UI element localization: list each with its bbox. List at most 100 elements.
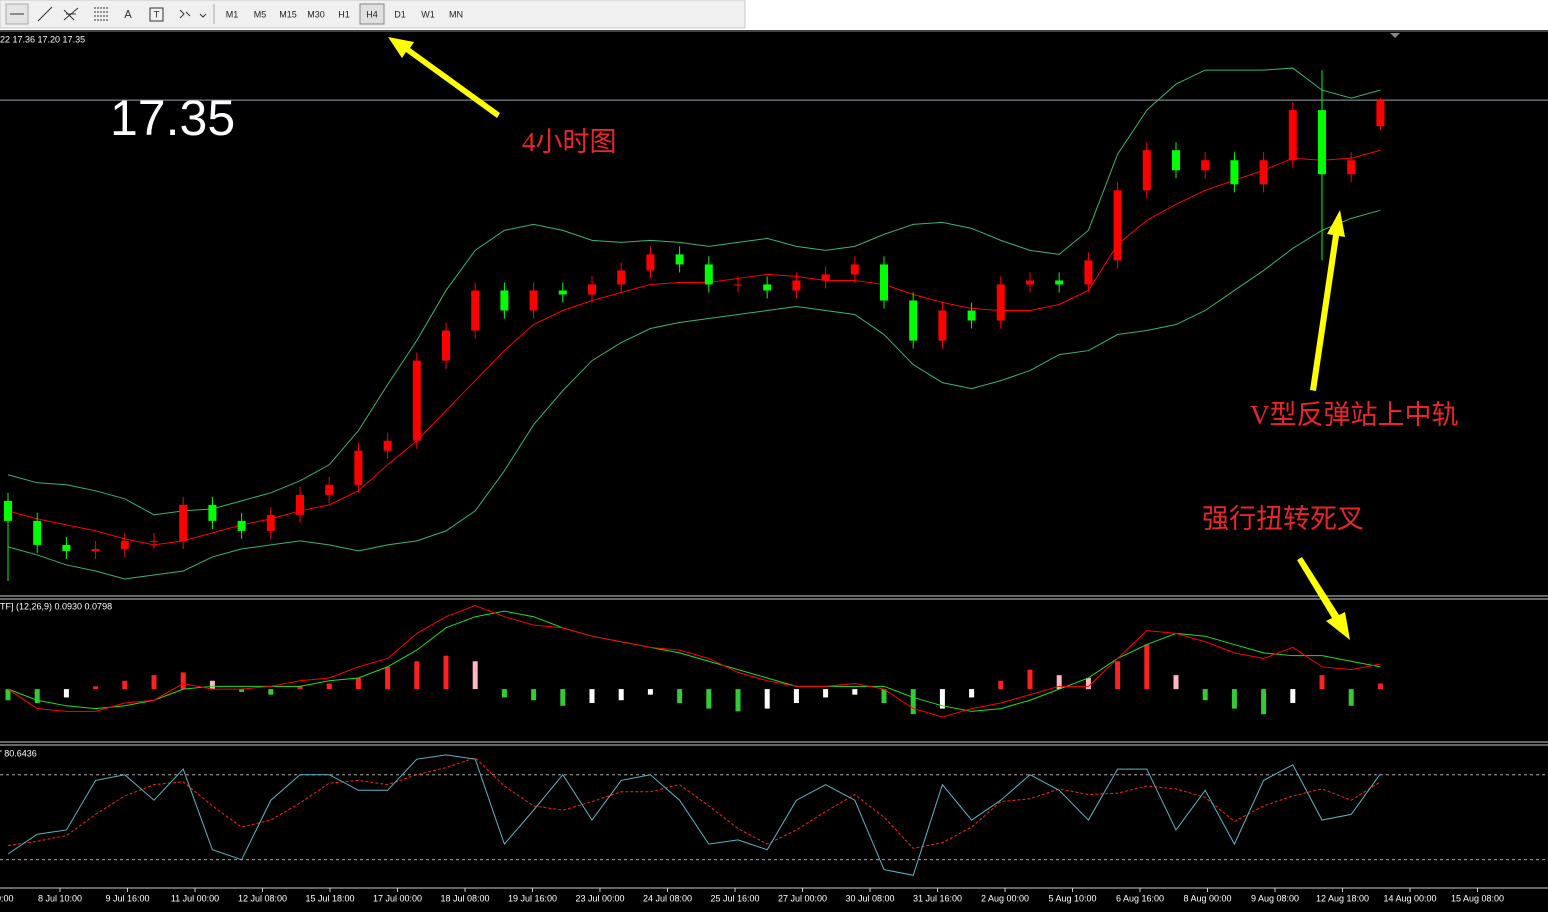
tool-fibo[interactable] bbox=[63, 7, 79, 21]
macd-histogram-bar bbox=[852, 689, 858, 695]
timeframe-button[interactable]: MN bbox=[449, 9, 463, 19]
stoch-signal-line bbox=[7, 757, 1381, 849]
macd-histogram-bar bbox=[151, 675, 157, 690]
macd-signal-line bbox=[7, 610, 1381, 712]
drawing-tools: A T bbox=[5, 3, 215, 25]
ohlc-header: 22 17.36 17.20 17.35 bbox=[0, 34, 85, 44]
candle-body bbox=[675, 254, 684, 265]
macd-histogram-bar bbox=[1056, 675, 1062, 690]
shift-marker bbox=[1390, 33, 1400, 38]
macd-histogram-bar bbox=[706, 689, 712, 709]
candle-body bbox=[208, 504, 217, 521]
candle-body bbox=[1026, 280, 1034, 285]
macd-histogram-bar bbox=[1144, 644, 1150, 690]
time-label: 8 Aug 00:00 bbox=[1183, 893, 1231, 903]
macd-histogram-bar bbox=[939, 689, 945, 709]
candle-body bbox=[734, 284, 742, 286]
timeframe-label: M30 bbox=[307, 9, 325, 19]
macd-histogram-bar bbox=[969, 689, 975, 698]
timeframe-label: MN bbox=[449, 9, 463, 19]
candle-body bbox=[120, 540, 129, 549]
time-label: 9 Aug 08:00 bbox=[1251, 893, 1299, 903]
tool-text[interactable]: A bbox=[124, 8, 132, 21]
macd-histogram-bar bbox=[1231, 689, 1237, 709]
timeframe-label: H1 bbox=[338, 9, 350, 19]
macd-histogram-bar bbox=[326, 683, 332, 690]
annotation: 强行扭转死叉 bbox=[1202, 504, 1364, 534]
candle-body bbox=[1288, 110, 1297, 161]
arrow bbox=[388, 37, 500, 118]
candle-body bbox=[1259, 160, 1268, 185]
arrow bbox=[1297, 557, 1350, 640]
timeframe-button[interactable]: D1 bbox=[394, 9, 406, 19]
candle-body bbox=[412, 360, 421, 441]
macd-histogram-bar bbox=[472, 661, 478, 690]
macd-histogram-bar bbox=[414, 661, 420, 690]
macd-histogram-bar bbox=[93, 686, 99, 690]
time-label: 23 Jul 00:00 bbox=[575, 893, 624, 903]
timeframe-button[interactable]: M30 bbox=[307, 9, 325, 19]
macd-histogram-bar bbox=[34, 689, 40, 704]
timeframe-button[interactable]: M15 bbox=[279, 9, 297, 19]
macd-histogram-bar bbox=[1085, 677, 1091, 690]
macd-histogram-bar bbox=[209, 680, 215, 690]
tool-arrows[interactable] bbox=[179, 9, 207, 19]
tool-label[interactable] bbox=[149, 7, 164, 22]
macd-histogram-bar bbox=[589, 689, 595, 704]
time-label: 27 Jul 00:00 bbox=[778, 893, 827, 903]
time-label: 6 Aug 16:00 bbox=[1116, 893, 1164, 903]
time-label: 12 Aug 18:00 bbox=[1316, 893, 1369, 903]
timeframe-label: M15 bbox=[279, 9, 297, 19]
macd-histogram-bar bbox=[443, 655, 449, 690]
candle-body bbox=[1084, 260, 1093, 285]
candle-body bbox=[471, 290, 480, 331]
annotation: 4小时图 bbox=[522, 127, 617, 157]
macd-histogram-bar bbox=[268, 689, 274, 695]
candle-body bbox=[354, 450, 363, 485]
macd-histogram-bar bbox=[5, 689, 11, 701]
macd-histogram-bar bbox=[1377, 683, 1383, 690]
macd-histogram-bar bbox=[823, 689, 829, 698]
bollinger-upper bbox=[7, 67, 1381, 516]
time-label: 15 Jul 18:00 bbox=[305, 893, 354, 903]
macd-histogram-bar bbox=[180, 672, 186, 690]
time-label: 0:00 bbox=[0, 893, 14, 903]
macd-histogram-bar bbox=[793, 689, 799, 704]
tool-trendline[interactable] bbox=[37, 6, 53, 22]
candle-body bbox=[558, 290, 567, 295]
timeframe-button[interactable]: W1 bbox=[421, 9, 435, 19]
macd-histogram-bar bbox=[122, 680, 128, 690]
timeframe-button[interactable]: H4 bbox=[359, 3, 385, 25]
candle-body bbox=[821, 274, 830, 281]
timeframe-label: M1 bbox=[226, 9, 239, 19]
time-label: 17 Jul 00:00 bbox=[373, 893, 422, 903]
macd-label: TF] (12,26,9) 0.0930 0.0798 bbox=[0, 601, 112, 611]
candle-body bbox=[588, 284, 596, 295]
candle-body bbox=[179, 504, 188, 541]
button-frame bbox=[359, 3, 385, 25]
time-label: 14 Aug 00:00 bbox=[1383, 893, 1436, 903]
arrow bbox=[1310, 210, 1345, 391]
timeframe-button[interactable]: M5 bbox=[254, 9, 267, 19]
macd-histogram-bar bbox=[618, 689, 624, 701]
timeframe-label: D1 bbox=[394, 9, 406, 19]
timeframe-button[interactable]: H1 bbox=[338, 9, 350, 19]
candle-body bbox=[150, 540, 158, 542]
timeframe-button[interactable]: M1 bbox=[226, 9, 239, 19]
macd-histogram-bar bbox=[1173, 675, 1179, 690]
candle-body bbox=[33, 520, 42, 545]
tool-channel[interactable] bbox=[94, 7, 108, 21]
candle-body bbox=[1142, 150, 1151, 191]
icon: T bbox=[153, 11, 160, 21]
time-label: 18 Jul 08:00 bbox=[440, 893, 489, 903]
candle-body bbox=[91, 548, 100, 551]
macd-histogram-bar bbox=[560, 689, 566, 706]
candle-body bbox=[704, 264, 713, 285]
candle-body bbox=[763, 284, 772, 291]
time-label: 25 Jul 16:00 bbox=[710, 893, 759, 903]
candle-body bbox=[383, 440, 392, 451]
macd-histogram-bar bbox=[239, 689, 245, 692]
candle-body bbox=[1318, 110, 1326, 175]
macd-histogram-bar bbox=[764, 689, 770, 709]
